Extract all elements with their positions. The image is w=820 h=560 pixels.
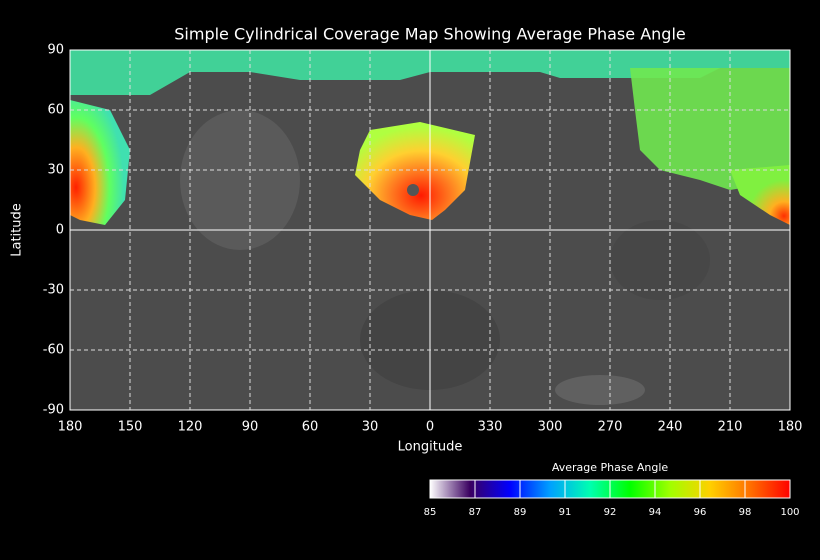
x-tick-label: 90 [242,420,259,435]
colorbar-title: Average Phase Angle [552,461,669,474]
x-tick-label: 330 [478,420,503,435]
x-tick-label: 120 [178,420,203,435]
x-tick-label: 210 [718,420,743,435]
y-tick-label: -30 [43,283,64,298]
colorbar-tick-label: 96 [694,507,707,518]
y-tick-label: 30 [47,163,64,178]
x-tick-label: 270 [598,420,623,435]
y-tick-label: 90 [47,43,64,58]
x-tick-label: 180 [778,420,803,435]
colorbar-tick-label: 89 [514,507,527,518]
x-tick-label: 150 [118,420,143,435]
x-tick-label: 0 [426,420,434,435]
colorbar-tick-label: 92 [604,507,617,518]
x-tick-label: 240 [658,420,683,435]
colorbar-tick-label: 98 [739,507,752,518]
x-tick-label: 60 [302,420,319,435]
x-tick-label: 180 [58,420,83,435]
x-axis-label: Longitude [398,440,463,455]
y-tick-label: 60 [47,103,64,118]
y-axis-label: Latitude [10,203,25,257]
x-tick-label: 300 [538,420,563,435]
x-tick-label: 30 [362,420,379,435]
y-tick-label: 0 [56,223,64,238]
chart-title: Simple Cylindrical Coverage Map Showing … [174,25,685,44]
y-tick-label: -60 [43,343,64,358]
colorbar-tick-label: 85 [424,507,437,518]
y-tick-label: -90 [43,403,64,418]
colorbar-tick-label: 100 [780,507,799,518]
colorbar-tick-label: 94 [649,507,662,518]
colorbar-tick-label: 87 [469,507,482,518]
colorbar-tick-label: 91 [559,507,572,518]
